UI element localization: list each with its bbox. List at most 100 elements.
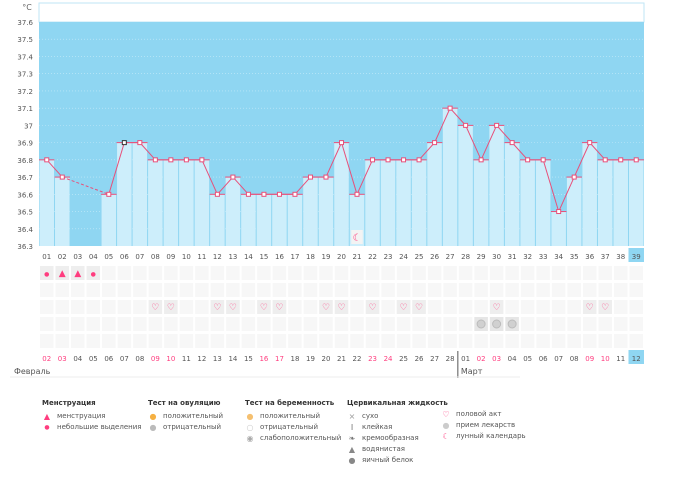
cycle-day-label: 09 [166, 253, 175, 261]
cycle-day-label: 38 [616, 253, 625, 261]
temperature-point [525, 157, 531, 163]
grid-cell [551, 300, 566, 314]
grid-cell [179, 266, 194, 280]
grid-cell [567, 300, 581, 314]
icon-cell [396, 300, 411, 314]
legend-item: прием лекарств [456, 421, 516, 429]
grid-cell [582, 266, 597, 280]
cycle-day-label: 35 [570, 253, 579, 261]
drop-small-icon: ● [44, 271, 49, 278]
grid-cell [629, 317, 643, 331]
grid-cell [257, 334, 271, 348]
grid-cell [210, 283, 225, 297]
temperature-point [354, 191, 360, 197]
y-tick-label: 36.4 [17, 226, 33, 234]
legend-item: небольшие выделения [57, 423, 142, 431]
cycle-day-label: 03 [73, 253, 82, 261]
temperature-line-segment [294, 176, 311, 195]
grid-cell [458, 317, 473, 331]
date-label: 01 [461, 355, 470, 363]
temperature-line-segment [108, 142, 125, 195]
date-label: 20 [322, 355, 331, 363]
temperature-point [152, 157, 158, 163]
temperature-bar [179, 159, 194, 246]
temperature-bar [535, 159, 551, 246]
heart-icon: ♡ [151, 303, 159, 313]
date-label: 12 [632, 355, 641, 363]
icon-cell [226, 300, 240, 314]
legend-item: менструация [57, 412, 106, 420]
grid-cell [396, 317, 411, 331]
temperature-point [494, 122, 500, 128]
grid-cell [288, 317, 302, 331]
cycle-day-label: 01 [42, 253, 51, 261]
temperature-point [44, 157, 50, 163]
cycle-day-label: 06 [120, 253, 129, 261]
grid-cell [412, 266, 426, 280]
temperature-bar [504, 142, 520, 246]
grid-cell [117, 266, 132, 280]
moon-icon: ☾ [442, 432, 450, 441]
legend-item: яичный белок [362, 456, 414, 464]
temperature-point [556, 209, 562, 215]
heart-icon: ♡ [337, 303, 345, 313]
icon-cell [164, 300, 178, 314]
temperature-line-segment [139, 142, 156, 161]
temperature-line-segment [341, 142, 358, 195]
temperature-bar [473, 159, 489, 246]
watery-icon: ▲ [348, 445, 356, 454]
grid-cell [319, 266, 333, 280]
temperature-point [432, 140, 438, 146]
grid-cell [350, 334, 364, 348]
temperature-chart: °C 36.3 36.4 36.5 36.6 36.7 36.8 36.9 37 37.1 37.2… [10, 2, 645, 378]
temperature-point [633, 157, 639, 163]
temperature-point [183, 157, 189, 163]
cycle-day-label: 24 [399, 253, 408, 261]
cycle-day-label: 04 [89, 253, 98, 261]
temperature-bar [365, 159, 380, 246]
grid-cell [117, 334, 132, 348]
grid-cell [582, 334, 597, 348]
temperature-bar [628, 159, 644, 246]
grid-cell [303, 266, 318, 280]
grid-cell [272, 283, 287, 297]
legend-title: Тест на овуляцию [148, 399, 221, 407]
grid-cell [288, 266, 302, 280]
grid-cell [40, 283, 54, 297]
heart-icon: ♡ [442, 410, 450, 419]
grid-cell [474, 266, 488, 280]
today-highlight [628, 350, 644, 364]
temperature-point [199, 157, 205, 163]
grid-cell [102, 300, 116, 314]
y-tick-label: 37.5 [17, 36, 33, 44]
legend-title: Цервикальная жидкость [347, 399, 448, 407]
legend-pregnancy: Тест на беременность ● положительный ○ отр… [245, 398, 341, 444]
grid-cell [210, 266, 225, 280]
date-label: 19 [306, 355, 315, 363]
grid-cell [443, 283, 457, 297]
grid-cell [443, 300, 457, 314]
grid-cell [567, 334, 581, 348]
negative-test-icon: ○ [246, 423, 254, 432]
cycle-day-label: 31 [508, 253, 517, 261]
grid-cell [71, 334, 85, 348]
temperature-point [571, 174, 577, 180]
legend-item: сухо [362, 412, 379, 420]
cycle-day-label: 10 [182, 253, 191, 261]
month-label: Февраль [14, 367, 51, 376]
grid-cell [102, 317, 116, 331]
date-label: 27 [430, 355, 439, 363]
date-label: 28 [446, 355, 455, 363]
legend-title: Менструация [42, 399, 96, 407]
date-label: 11 [182, 355, 191, 363]
cycle-day-label: 34 [554, 253, 563, 261]
grid-cell [505, 334, 519, 348]
pill-icon [507, 319, 517, 329]
temperature-bar [148, 159, 163, 246]
grid-cell [427, 266, 442, 280]
temperature-point [587, 140, 593, 146]
positive-test-icon: ● [246, 412, 254, 421]
grid-cell [272, 266, 287, 280]
